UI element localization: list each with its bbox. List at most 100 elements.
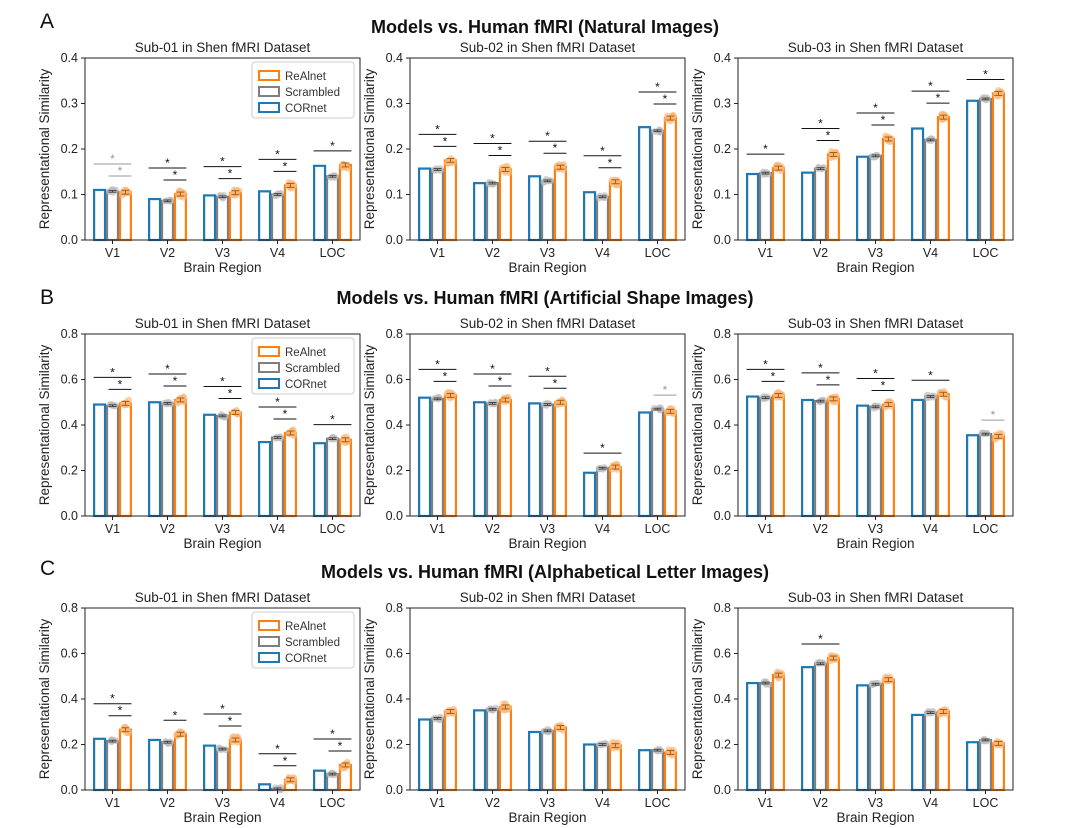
bar-scrambled (650, 407, 665, 518)
sig-star: * (118, 377, 123, 391)
legend-swatch (258, 652, 280, 663)
legend-swatch (258, 346, 280, 357)
sig-star: * (663, 92, 668, 106)
sig-star: * (490, 362, 495, 376)
bar-scrambled (485, 708, 500, 792)
sig-star: * (173, 708, 178, 722)
bar-cornet (801, 398, 815, 518)
sig-star: * (110, 365, 115, 379)
plot-frame (737, 57, 1014, 241)
y-tick-label: 0.4 (61, 418, 78, 432)
chart-title: Sub-02 in Shen fMRI Dataset (460, 316, 636, 331)
bar-scrambled (758, 681, 773, 792)
y-axis-label: Representational Similarity (362, 618, 377, 779)
sig-star: * (655, 80, 660, 94)
sig-star: * (553, 141, 558, 155)
y-tick-label: 0.8 (714, 327, 731, 341)
x-tick-label: V3 (540, 522, 555, 536)
y-tick-label: 0.4 (61, 51, 78, 65)
y-tick-label: 0.2 (61, 464, 78, 478)
bar-realnet (881, 678, 895, 792)
legend-swatch (258, 362, 280, 373)
bar-realnet (881, 403, 895, 518)
chart-panel: Sub-03 in Shen fMRI Dataset 0.0 0.1 0.2 0.3 0… (690, 40, 1014, 275)
sig-star: * (330, 727, 335, 741)
y-tick-label: 0.4 (386, 692, 403, 706)
bar-realnet (991, 435, 1005, 518)
bar-scrambled (978, 433, 993, 518)
row-title-natural: Models vs. Human fMRI (Natural Images) (371, 17, 719, 37)
panel-letter-b: B (40, 286, 54, 309)
y-tick-label: 0.4 (61, 692, 78, 706)
y-tick-label: 0.8 (61, 601, 78, 615)
sig-star: * (608, 156, 613, 170)
bar-cornet (473, 401, 487, 518)
bar-realnet (498, 168, 512, 242)
legend-swatch (258, 102, 280, 113)
plot-frame (84, 333, 361, 517)
y-tick-label: 0.4 (714, 692, 731, 706)
y-tick-label: 0.2 (61, 142, 78, 156)
legend-label: Scrambled (285, 363, 340, 375)
data-point (327, 173, 335, 181)
x-tick-label: V1 (430, 246, 445, 260)
sig-star: * (443, 369, 448, 383)
chart-panels: Sub-01 in Shen fMRI Dataset 0.0 0.1 0.2 0.3 0… (37, 40, 1014, 825)
legend-swatch (258, 378, 280, 389)
bar-realnet (173, 733, 187, 792)
bar-cornet (966, 741, 980, 792)
sig-star: * (330, 139, 335, 153)
bar-scrambled (540, 729, 555, 792)
legend-swatch (258, 86, 280, 97)
sig-star: * (873, 367, 878, 381)
bar-cornet (856, 155, 870, 242)
x-tick-label: V3 (868, 796, 883, 810)
data-point (338, 764, 346, 772)
plot-frame (409, 333, 686, 517)
chart-panel: Sub-02 in Shen fMRI Dataset 0.0 0.1 0.2 0.3 0… (362, 40, 686, 275)
y-tick-label: 0.6 (61, 373, 78, 387)
bar-scrambled (978, 97, 993, 242)
chart-title: Sub-01 in Shen fMRI Dataset (135, 40, 311, 55)
legend-swatch (258, 636, 280, 647)
y-tick-label: 0.1 (714, 188, 731, 202)
data-point (503, 162, 511, 170)
bar-cornet (93, 737, 107, 792)
bar-scrambled (105, 190, 120, 242)
legend-label: Scrambled (285, 637, 340, 649)
sig-star: * (498, 374, 503, 388)
x-tick-label: V3 (868, 522, 883, 536)
y-tick-label: 0.2 (714, 738, 731, 752)
sig-star: * (330, 413, 335, 427)
data-point (668, 752, 676, 759)
x-tick-label: V4 (923, 522, 938, 536)
data-point (216, 745, 224, 753)
sig-star: * (220, 374, 225, 388)
sig-star: * (545, 129, 550, 143)
sig-star: * (818, 632, 823, 646)
data-point (448, 157, 455, 165)
plot-frame (737, 333, 1014, 517)
sig-star: * (173, 168, 178, 182)
data-point (553, 401, 561, 409)
sig-star: * (818, 116, 823, 130)
data-point (776, 393, 783, 401)
x-axis-label: Brain Region (508, 260, 586, 275)
y-tick-label: 0.0 (386, 783, 403, 797)
y-tick-label: 0.8 (386, 327, 403, 341)
y-tick-label: 0.2 (386, 738, 403, 752)
bar-realnet (553, 166, 567, 242)
y-tick-label: 0.0 (61, 783, 78, 797)
chart-title: Sub-01 in Shen fMRI Dataset (135, 316, 311, 331)
sig-star: * (818, 361, 823, 375)
bar-cornet (148, 401, 162, 518)
chart-title: Sub-02 in Shen fMRI Dataset (460, 590, 636, 605)
plot-frame (737, 607, 1014, 791)
sig-star: * (771, 369, 776, 383)
sig-star: * (228, 386, 233, 400)
bar-scrambled (430, 168, 445, 242)
x-tick-label: V2 (485, 246, 500, 260)
plot-frame (84, 57, 361, 241)
bar-scrambled (978, 738, 993, 792)
